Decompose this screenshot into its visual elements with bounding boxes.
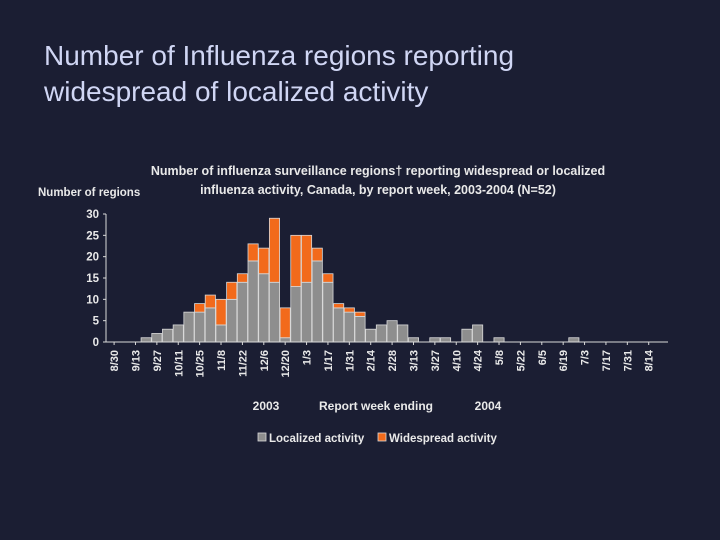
x-tick-label: 3/27 (430, 350, 442, 371)
bar-localized (333, 307, 345, 343)
x-tick-label: 11/22 (237, 350, 249, 377)
x-tick-label: 5/22 (515, 350, 527, 371)
bar-localized (247, 260, 259, 343)
bar-widespread (226, 281, 238, 300)
chart-title-line-1: Number of influenza surveillance regions… (151, 164, 605, 178)
x-tick-label: 4/24 (473, 349, 485, 371)
x-tick-label: 12/20 (280, 350, 292, 378)
y-tick-label: 15 (86, 273, 99, 285)
x-tick-label: 8/30 (109, 350, 121, 371)
bar-localized (226, 298, 238, 343)
year-label-2004: 2004 (475, 399, 502, 413)
bar-widespread (301, 234, 313, 283)
x-tick-label: 6/19 (558, 350, 570, 371)
x-tick-label: 10/25 (195, 350, 207, 378)
legend-label-widespread: Widespread activity (389, 433, 498, 445)
x-tick-label: 9/27 (152, 350, 164, 371)
bar-localized (172, 324, 184, 343)
bar-widespread (333, 303, 345, 309)
bar-localized (568, 337, 580, 343)
bar-localized (386, 320, 398, 343)
bar-localized (493, 337, 505, 343)
bar-localized (472, 324, 484, 343)
x-tick-label: 5/8 (494, 350, 506, 365)
bar-widespread (258, 247, 270, 275)
year-label-2003: 2003 (253, 399, 280, 413)
x-tick-label: 10/11 (173, 350, 185, 377)
bar-localized (162, 328, 174, 343)
bar-localized (343, 311, 355, 343)
y-tick-label: 5 (93, 316, 100, 328)
bar-localized (311, 260, 323, 343)
bar-widespread (279, 307, 291, 339)
bar-localized (151, 333, 163, 343)
bar-widespread (290, 234, 302, 287)
bar-widespread (194, 303, 206, 313)
legend-label-localized: Localized activity (269, 433, 365, 445)
y-tick-label: 20 (86, 252, 99, 264)
bar-localized (407, 337, 419, 343)
x-tick-label: 3/13 (408, 350, 420, 371)
bar-localized (183, 311, 195, 343)
bar-widespread (247, 243, 259, 262)
bar-widespread (343, 307, 355, 313)
bar-widespread (236, 273, 248, 283)
x-tick-label: 8/14 (644, 349, 656, 371)
x-tick-label: 11/8 (216, 350, 228, 371)
x-tick-label: 2/14 (366, 349, 378, 371)
x-tick-label: 12/6 (259, 350, 271, 371)
bar-localized (301, 281, 313, 343)
bar-localized (461, 328, 473, 343)
bar-localized (365, 328, 377, 343)
bar-localized (268, 281, 280, 343)
bar-localized (279, 337, 291, 343)
bar-localized (397, 324, 409, 343)
bar-localized (258, 273, 270, 343)
x-tick-label: 1/3 (302, 350, 314, 365)
legend: Localized activity Widespread activity (257, 432, 498, 445)
bar-widespread (354, 311, 366, 317)
bar-localized (375, 324, 387, 343)
x-tick-label: 4/10 (451, 350, 463, 371)
bar-widespread (311, 247, 323, 262)
y-tick-label: 25 (86, 230, 99, 242)
legend-swatch-localized (257, 432, 267, 442)
bar-localized (322, 281, 334, 343)
x-tick-label: 6/5 (537, 350, 549, 365)
slide-title: Number of Influenza regions reporting wi… (44, 38, 684, 110)
y-tick-label: 10 (86, 294, 99, 306)
x-tick-label: 9/13 (130, 350, 142, 371)
chart-title-line-2: influenza activity, Canada, by report we… (200, 183, 556, 197)
x-tick-label: 2/28 (387, 350, 399, 371)
x-tick-label: 1/17 (323, 350, 335, 371)
y-tick-label: 30 (86, 209, 99, 221)
bar-localized (194, 311, 206, 343)
bar-localized (236, 281, 248, 343)
legend-swatch-widespread (377, 432, 387, 442)
bar-widespread (215, 298, 227, 326)
slide-title-line-2: widespread of localized activity (44, 76, 429, 107)
y-tick-label: 0 (93, 337, 99, 349)
slide-title-line-1: Number of Influenza regions reporting (44, 40, 515, 71)
bar-widespread (268, 217, 280, 283)
x-axis-label: Report week ending (319, 399, 433, 413)
bar-localized (204, 307, 216, 343)
bar-localized (140, 337, 152, 343)
x-tick-label: 7/17 (601, 350, 613, 371)
bar-localized (440, 337, 452, 343)
y-axis-label: Number of regions (38, 187, 140, 199)
bar-widespread (204, 294, 216, 309)
bar-localized (215, 324, 227, 343)
x-tick-label: 7/3 (580, 350, 592, 365)
bar-localized (290, 286, 302, 343)
x-tick-label: 1/31 (344, 350, 356, 371)
bar-localized (429, 337, 441, 343)
bar-widespread (322, 273, 334, 283)
x-tick-label: 7/31 (622, 350, 634, 371)
bar-localized (354, 315, 366, 343)
